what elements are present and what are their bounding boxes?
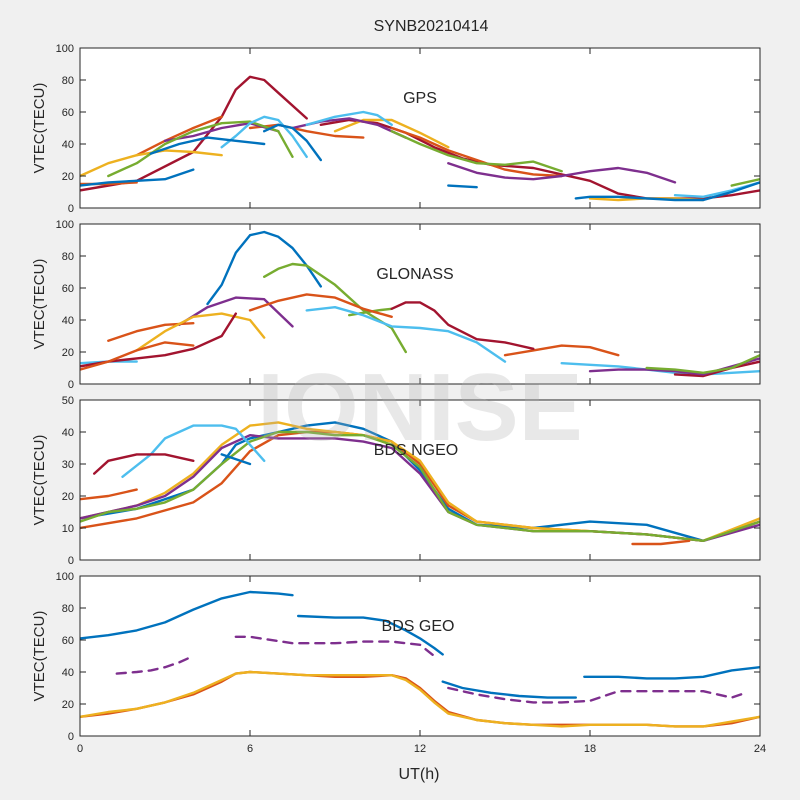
y-tick-label: 20 [62, 171, 74, 183]
y-tick-label: 0 [68, 731, 74, 743]
series-line-8 [80, 488, 138, 501]
figure-title: SYNB20210414 [374, 18, 489, 35]
series-line-9 [220, 453, 252, 466]
series-line-16 [645, 354, 760, 374]
series-line-3 [441, 680, 577, 699]
series-line-22 [447, 184, 478, 189]
series-line-8 [333, 118, 450, 149]
series-line-17 [80, 341, 195, 371]
plot-area [80, 576, 760, 736]
series-line-23 [574, 181, 760, 202]
series-group [80, 421, 760, 546]
series-group [80, 75, 760, 202]
y-tick-label: 0 [68, 379, 74, 391]
x-axis-label: UT(h) [399, 766, 440, 783]
x-tick-label: 12 [414, 743, 426, 755]
series-line-16 [220, 115, 308, 158]
y-tick-label: 40 [62, 315, 74, 327]
series-line-15 [730, 178, 760, 187]
x-tick-label: 24 [754, 743, 766, 755]
series-line-6 [121, 424, 266, 478]
series-line-7 [503, 344, 620, 357]
panel-2: 0 20 40 60 80 100 VTEC(TECU) GLONASS [31, 219, 761, 391]
plot-area [80, 224, 760, 384]
series-line-1 [80, 590, 294, 640]
y-tick-label: 100 [56, 43, 74, 55]
y-tick-label: 20 [62, 699, 74, 711]
y-tick-label: 30 [62, 459, 74, 471]
series-line-7 [447, 686, 747, 704]
y-tick-label: 80 [62, 603, 74, 615]
series-line-13 [107, 120, 294, 178]
series-line-5 [80, 430, 760, 542]
y-tick-label: 60 [62, 283, 74, 295]
series-line-9 [80, 670, 760, 728]
y-tick-label: 40 [62, 427, 74, 439]
panel-3: 0 10 20 30 40 50 VTEC(TECU) BDS NGEO [31, 395, 761, 567]
y-tick-label: 40 [62, 139, 74, 151]
panel-label: BDS GEO [382, 618, 455, 635]
series-line-5 [390, 126, 563, 178]
series-line-8 [135, 312, 266, 352]
series-line-10 [631, 539, 691, 546]
series-line-3 [135, 115, 223, 157]
panel-label: GPS [403, 90, 437, 107]
watermark: IONISE [257, 354, 582, 461]
y-tick-label: 10 [62, 523, 74, 535]
y-tick-label: 50 [62, 395, 74, 407]
series-line-20 [149, 136, 266, 155]
y-axis-label: VTEC(TECU) [31, 259, 48, 350]
series-line-19 [80, 168, 195, 187]
series-line-14 [390, 130, 563, 173]
y-axis-label: VTEC(TECU) [31, 435, 48, 526]
panel-label: BDS NGEO [374, 442, 458, 459]
series-line-1 [80, 75, 308, 192]
panel-4: 0 20 40 60 80 100 0 6 12 18 24 VTEC(TECU) BDS GEO [31, 571, 766, 755]
y-axis-label: VTEC(TECU) [31, 83, 48, 174]
series-line-4 [248, 123, 365, 139]
series-group [80, 590, 760, 728]
series-line-2 [297, 614, 444, 656]
series-line-17 [305, 110, 393, 126]
x-tick-label: 0 [77, 743, 83, 755]
series-line-4 [583, 666, 760, 680]
series-line-1 [206, 230, 322, 306]
series-line-9 [305, 306, 507, 363]
y-tick-label: 20 [62, 347, 74, 359]
panel-label: GLONASS [376, 266, 453, 283]
series-line-14 [673, 360, 760, 378]
y-tick-label: 40 [62, 667, 74, 679]
y-tick-label: 100 [56, 219, 74, 231]
y-tick-label: 80 [62, 251, 74, 263]
plot-area [80, 48, 760, 208]
series-line-15 [588, 357, 760, 376]
series-group [80, 230, 760, 378]
x-tick-label: 6 [247, 743, 253, 755]
series-line-6 [234, 635, 436, 658]
y-tick-label: 0 [68, 203, 74, 215]
series-line-5 [115, 654, 195, 675]
series-line-4 [178, 296, 294, 328]
y-tick-label: 0 [68, 555, 74, 567]
series-line-7 [93, 453, 195, 475]
y-tick-label: 100 [56, 571, 74, 583]
series-line-12 [447, 162, 677, 184]
series-line-21 [263, 123, 322, 162]
y-tick-label: 60 [62, 107, 74, 119]
y-axis-label: VTEC(TECU) [31, 611, 48, 702]
x-tick-label: 18 [584, 743, 596, 755]
y-tick-label: 80 [62, 75, 74, 87]
y-tick-label: 60 [62, 635, 74, 647]
series-line-5 [248, 293, 393, 318]
panel-1: 0 20 40 60 80 100 VTEC(TECU) GPS [31, 43, 761, 215]
series-line-13 [390, 301, 535, 350]
y-tick-label: 20 [62, 491, 74, 503]
